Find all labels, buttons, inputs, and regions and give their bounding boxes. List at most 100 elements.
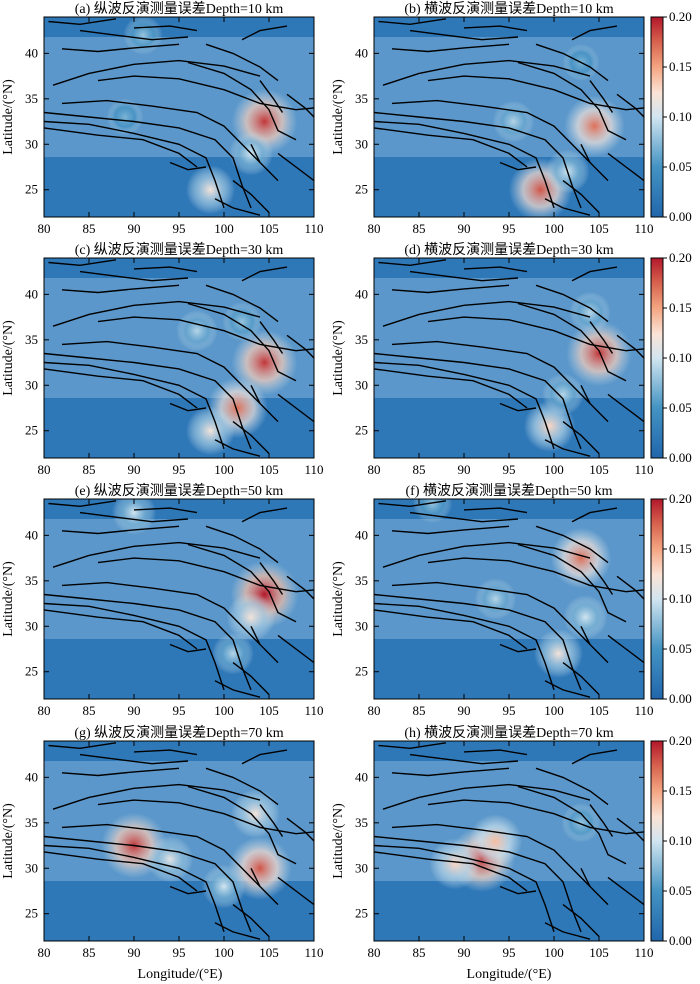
y-tick-label: 40 (355, 45, 368, 60)
heatmap-hotspot (186, 406, 235, 456)
heatmap-hotspot (112, 499, 156, 535)
fault-line (61, 284, 180, 294)
fault-line (409, 753, 519, 765)
fault-line (616, 575, 644, 600)
fault-line (232, 180, 270, 213)
x-tick-label: 110 (634, 221, 653, 236)
fault-line (544, 922, 591, 940)
x-tick-label: 100 (544, 945, 564, 960)
colorbar-tick-label: 0.05 (669, 883, 692, 898)
panel-e: (e) 纵波反演测量误差Depth=50 km 80 85 90 95 100 105 110… (1, 483, 324, 718)
colorbar-tick-label: 0.15 (669, 541, 692, 556)
fault-line (61, 581, 261, 645)
panel-title: (h) 横波反演测量误差Depth=70 km (404, 725, 613, 741)
colorbar-tick-label: 0.05 (669, 400, 692, 415)
y-tick-label: 35 (25, 332, 38, 347)
y-tick-label: 35 (355, 91, 368, 106)
fault-line (517, 785, 627, 865)
x-tick-label: 95 (503, 703, 516, 718)
fault-line (580, 384, 609, 423)
fault-line (374, 609, 528, 650)
fault-line (52, 541, 261, 568)
fault-line (562, 904, 600, 937)
colorbar-tick-label: 0.10 (669, 591, 692, 606)
panel-f: (f) 横波反演测量误差Depth=50 km 80 85 90 95 100 105 110… (331, 483, 654, 718)
fault-line (133, 507, 198, 514)
fault-line (44, 368, 198, 409)
fault-line (214, 680, 261, 698)
fault-line (378, 259, 447, 267)
x-tick-label: 110 (304, 703, 323, 718)
fault-line (44, 127, 198, 168)
y-tick-label: 40 (25, 45, 38, 60)
fault-line (44, 593, 252, 691)
fault-line (214, 198, 261, 216)
fault-line (382, 541, 591, 568)
x-tick-label: 105 (259, 945, 279, 960)
x-tick-label: 95 (173, 703, 186, 718)
fault-line (48, 500, 117, 508)
y-tick-label: 30 (25, 136, 38, 151)
x-tick-label: 95 (173, 462, 186, 477)
x-tick-label: 90 (458, 221, 471, 236)
fault-line (214, 922, 261, 940)
fault-line (48, 18, 117, 26)
x-tick-label: 105 (589, 462, 609, 477)
colorbar-tick-label: 0.15 (669, 59, 692, 74)
fault-line (214, 439, 261, 457)
fault-line (580, 867, 609, 906)
fault-line (391, 340, 591, 404)
fault-line (517, 543, 627, 623)
fault-line (616, 817, 644, 842)
fault-line (286, 817, 314, 842)
y-tick-label: 25 (355, 423, 368, 438)
x-tick-label: 110 (634, 462, 653, 477)
x-tick-label: 85 (83, 462, 96, 477)
colorbar-gradient (650, 257, 664, 459)
fault-line (277, 876, 314, 906)
fault-line (382, 59, 591, 86)
panel-h: (h) 横波反演测量误差Depth=70 km 80 85 90 95 100 105 110… (331, 725, 654, 960)
fault-line (374, 835, 582, 933)
fault-line (241, 749, 288, 765)
fault-line (374, 127, 528, 168)
y-tick-label: 35 (355, 573, 368, 588)
panel-title: (g) 纵波反演测量误差Depth=70 km (74, 725, 283, 741)
fault-line (286, 93, 314, 118)
heatmap-hotspot (212, 632, 254, 675)
y-axis-label: Latitude/(°N) (1, 320, 16, 396)
fault-line (391, 99, 591, 163)
x-tick-label: 95 (503, 462, 516, 477)
heatmap-hotspot (550, 527, 612, 589)
x-tick-label: 90 (458, 462, 471, 477)
fault-line (259, 562, 284, 595)
heatmap-hotspot (146, 835, 194, 883)
fault-line (44, 835, 252, 933)
fault-line (187, 61, 297, 141)
heatmap-hotspot (563, 595, 608, 640)
fault-line (463, 749, 528, 756)
fault-line (535, 43, 609, 82)
x-tick-label: 80 (368, 462, 381, 477)
fault-line (286, 334, 314, 359)
colorbar-tick-label: 0.00 (669, 691, 692, 706)
y-tick-label: 25 (25, 664, 38, 679)
fault-line (463, 266, 528, 273)
panel-title: (f) 横波反演测量误差Depth=50 km (406, 483, 613, 499)
panel-d: (d) 横波反演测量误差Depth=30 km 80 85 90 95 100 105 110… (331, 242, 654, 477)
fault-line (535, 767, 609, 806)
fault-line (205, 284, 279, 323)
x-tick-label: 110 (304, 462, 323, 477)
y-tick-label: 35 (25, 91, 38, 106)
fault-line (44, 120, 225, 209)
fault-line (374, 111, 582, 209)
fault-line (580, 625, 609, 664)
heatmap-hotspot (474, 578, 517, 620)
y-axis-label: Latitude/(°N) (331, 561, 346, 637)
fault-line (374, 593, 582, 691)
colorbar-tick-label: 0.00 (669, 450, 692, 465)
fault-line (499, 402, 537, 412)
y-axis-label: Latitude/(°N) (331, 320, 346, 396)
colorbar-2: 0.00 0.05 0.10 0.15 0.20 (650, 250, 692, 465)
x-axis-label-left: Longitude/(°E) (138, 967, 223, 982)
